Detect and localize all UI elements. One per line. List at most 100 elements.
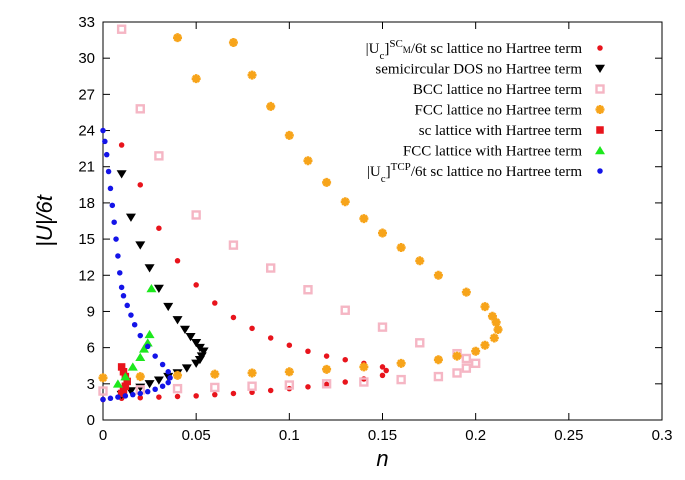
data-point — [173, 370, 183, 380]
data-point — [107, 395, 114, 402]
data-point — [210, 369, 220, 379]
legend-label-text: /6t sc lattice no Hartree term — [411, 164, 583, 180]
data-point — [322, 364, 332, 374]
x-tick-label: 0.05 — [182, 427, 211, 444]
data-point — [125, 213, 136, 222]
legend-label-sub: c — [381, 173, 386, 185]
data-point — [144, 380, 155, 389]
series-5 — [112, 284, 157, 388]
plot-marks — [98, 24, 503, 403]
y-tick-label: 9 — [87, 303, 95, 320]
data-point — [179, 325, 190, 335]
data-point — [210, 382, 220, 393]
legend-label: BCC lattice no Hartree term — [413, 82, 582, 98]
data-point — [135, 104, 145, 114]
data-point — [146, 284, 157, 293]
data-point — [342, 356, 348, 363]
legend-label: FCC lattice with Hartree term — [403, 144, 582, 160]
data-point — [359, 377, 369, 387]
data-point — [109, 202, 116, 209]
data-point — [379, 364, 386, 370]
data-point — [340, 305, 350, 315]
legend-marker — [595, 84, 605, 94]
series-6 — [100, 127, 173, 403]
data-point — [396, 243, 406, 253]
data-point — [284, 380, 295, 390]
data-point — [131, 321, 138, 328]
legend-label-sup: TCP — [391, 161, 411, 173]
data-point — [471, 346, 481, 356]
data-point — [359, 362, 369, 372]
data-point — [185, 333, 196, 342]
data-point — [116, 24, 127, 34]
data-point — [267, 335, 274, 341]
legend-label-base: |U — [366, 41, 380, 57]
y-tick-label: 21 — [78, 159, 95, 176]
data-point — [452, 368, 462, 378]
legend-label-text: sc lattice with Hartree term — [419, 123, 583, 139]
data-point — [98, 373, 108, 383]
data-point — [212, 300, 218, 306]
data-point — [167, 375, 173, 381]
data-point — [480, 340, 490, 350]
data-point — [100, 396, 106, 403]
data-point — [491, 317, 501, 327]
legend-label: |Uc]SCM/6t sc lattice no Hartree term — [366, 38, 583, 62]
data-point — [433, 270, 443, 280]
x-tick-label: 0.2 — [465, 427, 486, 444]
data-point — [396, 358, 406, 368]
data-point — [120, 293, 127, 299]
data-point — [159, 383, 166, 389]
data-point — [191, 210, 201, 220]
data-point — [113, 236, 119, 242]
data-point — [249, 325, 255, 332]
data-point — [461, 363, 472, 373]
legend-label-supsub: M — [403, 45, 411, 55]
data-point — [124, 302, 130, 309]
data-point — [128, 312, 134, 318]
data-point — [152, 353, 158, 359]
data-point — [130, 391, 136, 398]
data-point — [122, 393, 129, 399]
data-point — [461, 353, 472, 364]
data-point — [137, 390, 144, 397]
data-point — [322, 177, 332, 187]
data-point — [321, 379, 332, 389]
data-point — [228, 38, 238, 48]
legend-label-base: |U — [367, 164, 381, 180]
x-tick-label: 0.25 — [554, 427, 583, 444]
data-point — [286, 342, 293, 348]
y-tick-label: 12 — [78, 267, 95, 284]
y-tick-label: 27 — [78, 86, 95, 103]
data-point — [112, 379, 123, 388]
data-point — [415, 338, 425, 348]
data-point — [115, 253, 121, 259]
legend-marker — [596, 126, 604, 134]
legend-label: semicircular DOS no Hartree term — [375, 62, 582, 78]
data-point — [102, 138, 108, 145]
data-point — [119, 368, 128, 376]
data-point — [123, 377, 131, 386]
data-point — [359, 214, 369, 224]
data-point — [194, 343, 205, 353]
data-point — [118, 142, 125, 148]
data-point — [247, 368, 257, 378]
data-point — [266, 101, 276, 111]
legend-label-sub: c — [379, 50, 384, 62]
data-point — [115, 394, 121, 400]
data-point — [156, 225, 162, 231]
data-point — [142, 338, 153, 347]
data-point — [323, 381, 330, 388]
legend-label-bracket: ] — [386, 164, 391, 180]
data-point — [144, 388, 151, 395]
data-point — [284, 130, 294, 140]
data-point — [121, 382, 130, 390]
legend-marker — [595, 64, 605, 73]
data-point — [173, 33, 183, 43]
data-point — [117, 270, 123, 276]
data-point — [228, 240, 239, 250]
data-point — [153, 376, 164, 385]
data-point — [135, 352, 146, 362]
data-point — [303, 156, 313, 166]
legend-label-text: semicircular DOS no Hartree term — [375, 62, 582, 78]
